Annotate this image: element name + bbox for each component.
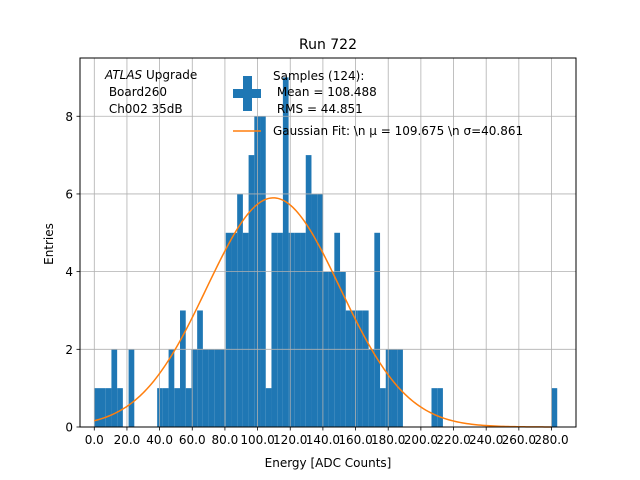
histogram-bar [305,155,312,427]
grid-lines [80,58,576,428]
legend-marker-stem [243,76,252,111]
histogram-bar [157,388,163,427]
histogram-bar [277,232,283,427]
histogram-bar [231,232,238,427]
histogram-bar [185,388,192,427]
y-axis-label: Entries [42,223,56,265]
histogram-bar [317,193,323,427]
x-axis-label: Energy [ADC Counts] [265,456,392,470]
histogram-bar [242,232,249,427]
histogram-bar [117,388,123,427]
y-tick-label: 0 [65,421,73,435]
x-tick-label: 20.0 [114,433,141,447]
legend: Samples (124): Mean = 108.488 RMS = 44.8… [233,69,523,138]
histogram-bar [248,155,255,427]
x-tick-label: 160.0 [338,433,372,447]
y-tick-label: 6 [65,187,73,201]
x-tick-label: 60.0 [179,433,206,447]
histogram-bar [237,193,243,427]
histogram-bar [197,310,203,427]
legend-samples-line-1: Samples (124): [273,69,364,83]
histogram-bar [271,232,278,427]
histogram-bar [374,232,381,427]
histogram-bar [168,349,175,427]
x-tick-label: 80.0 [212,433,239,447]
histogram-bar [368,349,375,427]
histogram-bar [294,232,301,427]
histogram-bar [265,388,272,427]
x-tick-label: 220.0 [436,433,470,447]
x-tick-label: 100.0 [240,433,274,447]
histogram-bar [162,388,169,427]
histogram-bar [311,193,318,427]
x-tick-label: 180.0 [371,433,405,447]
histogram-bar [551,388,558,427]
x-tick-label: 260.0 [502,433,536,447]
histogram-bar [437,388,443,427]
histogram-bar [391,349,398,427]
histogram-bar [380,388,386,427]
histogram-bar [351,310,358,427]
histogram-bar [431,388,438,427]
histogram-bar [282,77,289,427]
histogram-bar [111,349,118,427]
x-tick-label: 0.0 [85,433,104,447]
legend-fit-label: Gaussian Fit: \n μ = 109.675 \n σ=40.861 [273,124,523,138]
x-tick-label: 120.0 [273,433,307,447]
legend-samples-line-3: RMS = 44.851 [273,102,363,116]
histogram-bar [174,388,181,427]
histogram-bar [345,310,352,427]
histogram-bar [334,232,341,427]
histogram-bar [357,310,363,427]
histogram-bar [214,349,221,427]
annotation-line-1: ATLAS Upgrade [104,68,197,82]
x-tick-label: 280.0 [534,433,568,447]
histogram-bar [362,310,369,427]
histogram-bar [202,349,209,427]
annotation-line-3: Ch002 35dB [105,102,183,116]
gaussian-fit-curve [94,197,552,428]
x-tick-label: 200.0 [404,433,438,447]
histogram-bar [191,349,198,427]
x-tick-label: 240.0 [469,433,503,447]
atlas-annotation: ATLAS Upgrade Board260 Ch002 35dB [104,68,197,116]
histogram-bar [100,388,106,427]
y-tick-label: 8 [65,110,73,124]
histogram-bar [128,349,135,427]
histogram-bar [180,310,186,427]
histogram-bar [300,232,306,427]
y-tick-label: 2 [65,343,73,357]
chart-title: Run 722 [299,37,357,53]
legend-samples-line-2: Mean = 108.488 [273,85,377,99]
histogram-bar [220,349,226,427]
y-tick-label: 4 [65,265,73,279]
legend-samples-marker [233,76,261,111]
histogram-bar [385,349,392,427]
x-tick-label: 40.0 [146,433,173,447]
histogram-bar [225,232,232,427]
plot-frame [79,57,577,428]
x-tick-label: 140.0 [306,433,340,447]
histogram-bar [105,388,112,427]
annotation-line-2: Board260 [105,85,167,99]
histogram-bar [208,349,215,427]
y-axis-ticks: 0 2 4 6 8 [65,110,80,435]
histogram-bar [94,388,101,427]
x-axis-ticks: 0.0 20.0 40.0 60.0 80.0 100.0120.0140.0160.01… [85,427,569,447]
histogram-bar [288,232,295,427]
